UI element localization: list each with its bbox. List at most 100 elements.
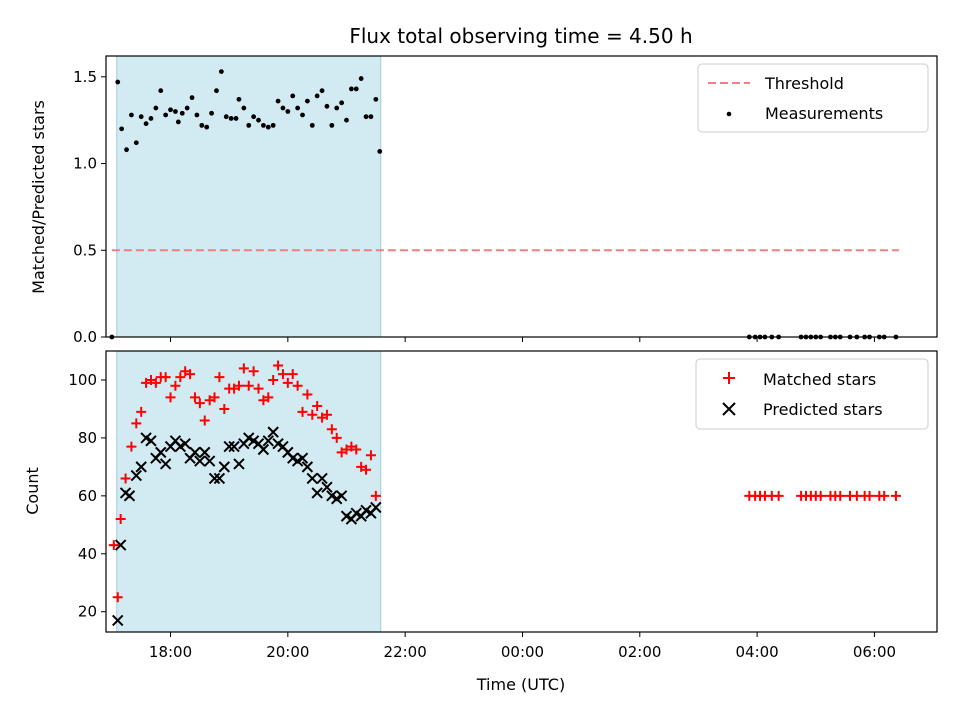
predicted-star-point [189,446,201,459]
predicted-star-point [135,461,147,473]
predicted-star-point [213,472,226,485]
matched-star-point [219,403,230,414]
measurement-point [348,86,354,92]
measurement-point [138,114,144,120]
predicted-star-point [114,539,127,551]
top-y-tick-label: 1.5 [73,68,97,86]
bottom-axes-frame [105,350,938,633]
measurement-point [329,122,335,128]
matched-star-point [268,374,279,385]
matched-star-point [773,490,784,501]
matched-star-point [864,490,875,501]
measurement-point [129,112,134,118]
predicted-stars-legend-label: Predicted stars [763,400,883,419]
predicted-star-point [199,446,211,459]
matched-star-point [175,372,186,383]
matched-star-point [243,380,254,391]
predicted-star-point [228,440,240,453]
predicted-star-point [370,501,382,514]
predicted-star-point [208,472,221,485]
measurement-point [179,110,185,116]
measurement-point [199,122,205,128]
measurement-point [368,114,374,120]
predicted-star-point [306,472,318,485]
matched-star-point [112,592,123,603]
measurement-point [261,122,266,128]
matched-star-point [253,383,264,394]
matched-star-point [307,409,318,420]
measurement-point [173,109,178,114]
predicted-star-point [223,440,235,453]
measurement-point [233,116,239,121]
matched-star-point [115,514,126,525]
matched-star-point [185,369,196,380]
measurement-point [295,105,301,111]
top-legend-box [697,63,929,133]
bottom-y-ticks: 20 40 60 80 100 [68,371,106,621]
matched-star-point [150,377,161,388]
measurement-point [204,124,210,130]
measurement-point [133,140,139,146]
predicted-star-point [321,481,333,493]
measurement-point [270,122,276,128]
measurement-point [373,96,379,102]
measurement-point [339,100,345,106]
bottom-legend-box [695,358,929,430]
matched-star-point [287,369,298,380]
measurement-point [280,105,286,111]
measurement-point [194,112,200,118]
observing-span-bottom [116,350,382,633]
measurement-point [189,95,195,101]
matched-star-point [263,392,274,403]
matched-star-point [120,473,131,484]
matched-star-point [282,377,293,388]
matched-star-point [835,490,846,501]
predicted-star-point [296,452,309,464]
measurement-point [304,98,310,104]
predicted-star-point [335,490,348,502]
predicted-star-point [316,472,328,485]
bottom-y-tick-label: 80 [78,429,97,447]
measurement-point [143,121,149,127]
measurements-legend-icon [726,111,732,117]
matched-star-point [351,444,362,455]
measurement-point [265,124,271,130]
top-y-tick-label: 0.5 [73,241,97,259]
measurement-point [236,96,242,102]
measurement-point [353,86,359,92]
measurement-point [168,107,173,113]
observing-span-top [116,55,382,338]
predicted-star-point [130,469,143,482]
predicted-star-point [218,461,231,473]
measurement-point [163,112,169,118]
matched-star-point [277,369,288,380]
matched-star-point [297,406,308,417]
matched-star-point [361,464,372,475]
predicted-star-point [159,458,172,470]
measurement-point [256,117,261,123]
measurement-point [158,88,164,94]
measurement-point [184,105,190,111]
chart-title: Flux total observing time = 4.50 h [349,24,692,48]
predicted-star-point [257,443,270,456]
matched-star-point [890,490,901,501]
measurement-point [228,116,234,121]
measurement-point [153,105,159,111]
matched-star-point [170,380,181,391]
predicted-star-point [179,437,191,450]
top-y-ticks: 0.0 0.5 1.0 1.5 [73,68,106,346]
predicted-star-point [155,446,167,459]
bottom-marks-group [108,360,901,627]
top-y-axis-label: Matched/Predicted stars [29,100,48,294]
matched-star-point [879,490,890,501]
bottom-x-ticks: 18:00 20:00 22:00 00:00 02:00 04:00 06:00 [149,632,896,661]
top-y-tick-label: 0.0 [73,328,97,346]
bottom-x-tick-label: 20:00 [266,643,309,661]
matched-star-point [126,441,137,452]
matched-star-point [238,363,249,374]
measurement-point [334,105,340,111]
predicted-star-point [145,435,157,447]
measurements-legend-label: Measurements [765,104,883,123]
x-axis-label: Time (UTC) [476,675,565,694]
measurement-point [285,109,291,114]
